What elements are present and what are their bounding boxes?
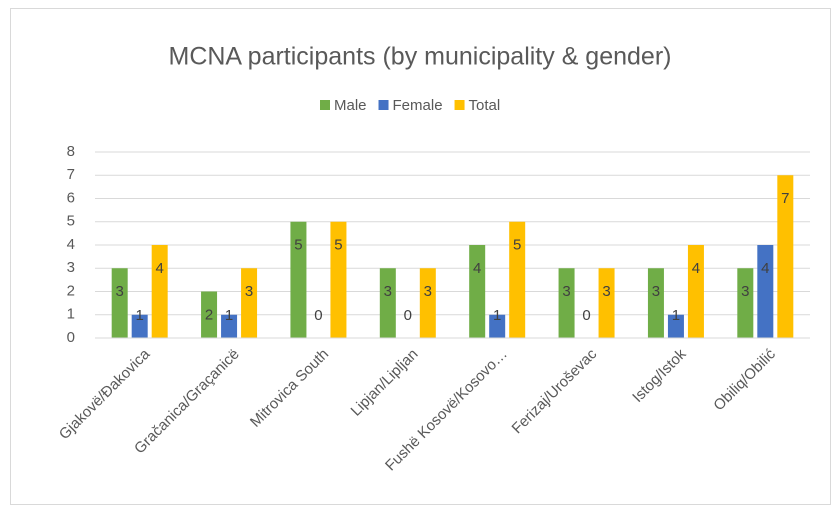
- data-label: 4: [761, 260, 769, 277]
- data-label: 3: [652, 283, 660, 300]
- bar: [221, 314, 238, 338]
- data-label: 3: [245, 283, 253, 300]
- legend-label: Female: [393, 97, 443, 114]
- data-label: 1: [672, 307, 680, 324]
- data-label: 5: [513, 237, 521, 254]
- data-label: 3: [741, 283, 749, 300]
- data-label: 1: [225, 307, 233, 324]
- bar: [558, 268, 575, 338]
- legend-swatch: [454, 100, 465, 110]
- bar: [489, 314, 506, 338]
- data-label: 5: [294, 237, 302, 254]
- bar: [647, 268, 664, 338]
- bar: [290, 221, 307, 338]
- y-tick-label: 8: [67, 143, 75, 160]
- data-label: 0: [404, 307, 412, 324]
- bar: [131, 314, 148, 338]
- bar: [687, 245, 704, 338]
- data-label: 3: [424, 283, 432, 300]
- data-label: 5: [334, 237, 342, 254]
- bar: [151, 245, 168, 338]
- bar: [469, 245, 486, 338]
- data-label: 3: [562, 283, 570, 300]
- bar: [111, 268, 128, 338]
- data-label: 0: [314, 307, 322, 324]
- bar: [330, 221, 347, 338]
- data-label: 4: [473, 260, 481, 277]
- legend-label: Male: [334, 97, 367, 114]
- data-label: 1: [136, 307, 144, 324]
- y-tick-label: 5: [67, 213, 75, 230]
- bar: [241, 268, 258, 338]
- data-label: 3: [116, 283, 124, 300]
- bar: [737, 268, 754, 338]
- bar: [777, 175, 794, 338]
- legend-label: Total: [469, 97, 501, 114]
- data-label: 1: [493, 307, 501, 324]
- y-tick-label: 3: [67, 259, 75, 276]
- data-label: 7: [781, 190, 789, 207]
- chart-title: MCNA participants (by municipality & gen…: [169, 43, 672, 71]
- y-tick-label: 4: [67, 236, 75, 253]
- bar: [509, 221, 526, 338]
- bar: [598, 268, 615, 338]
- y-tick-label: 6: [67, 189, 75, 206]
- data-label: 4: [692, 260, 700, 277]
- y-tick-label: 2: [67, 282, 75, 299]
- data-label: 2: [205, 306, 213, 323]
- y-tick-label: 0: [67, 329, 75, 346]
- bar: [201, 291, 218, 338]
- bar: [379, 268, 396, 338]
- data-label: 3: [602, 283, 610, 300]
- bar: [757, 245, 774, 338]
- bar: [667, 314, 684, 338]
- y-tick-label: 7: [67, 166, 75, 183]
- data-label: 3: [384, 283, 392, 300]
- legend-swatch: [320, 100, 330, 110]
- legend-swatch: [378, 100, 389, 110]
- bar: [419, 268, 436, 338]
- data-label: 4: [156, 260, 164, 277]
- y-tick-label: 1: [67, 306, 75, 323]
- data-label: 0: [582, 307, 590, 324]
